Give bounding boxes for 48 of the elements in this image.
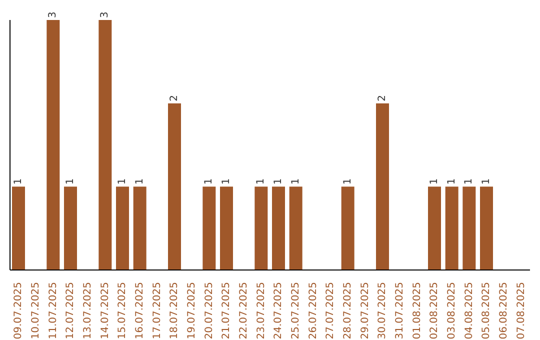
data-label: 2: [377, 94, 388, 102]
x-tick-label: 29.07.2025: [360, 282, 371, 340]
data-label: 3: [48, 12, 59, 18]
x-tick-label: 01.08.2025: [412, 282, 423, 340]
x-tick-label: 27.07.2025: [325, 282, 336, 340]
x-tick-label: 05.08.2025: [481, 282, 492, 340]
x-tick-label: 28.07.2025: [342, 282, 354, 340]
x-tick-label: 14.07.2025: [100, 282, 111, 340]
x-tick-label: 09.07.2025: [13, 282, 24, 340]
x-tick-label: 30.07.2025: [377, 282, 388, 340]
data-label: 1: [290, 178, 302, 185]
data-label: 1: [65, 178, 76, 185]
data-label: 1: [204, 178, 215, 185]
x-tick-label: 04.08.2025: [464, 282, 475, 340]
data-label: 1: [134, 178, 146, 185]
data-label: 1: [273, 178, 284, 185]
x-tick-label: 11.07.2025: [48, 282, 59, 340]
data-label: 2: [169, 94, 180, 102]
x-tick-label: 03.08.2025: [446, 282, 458, 340]
data-label: 1: [464, 178, 475, 185]
x-tick-label: 21.07.2025: [221, 282, 232, 340]
data-label: 1: [342, 178, 354, 185]
x-tick-label: 25.07.2025: [290, 282, 302, 340]
x-tick-label: 26.07.2025: [308, 282, 319, 340]
data-label: 3: [100, 12, 111, 18]
data-label: 1: [221, 178, 232, 185]
x-tick-label: 24.07.2025: [273, 282, 284, 340]
x-tick-label: 07.08.2025: [516, 282, 527, 340]
x-tick-label: 10.07.2025: [30, 282, 42, 340]
data-label: 1: [429, 178, 440, 185]
data-label: 1: [13, 178, 24, 185]
data-label: 1: [117, 178, 128, 185]
x-tick-label: 13.07.2025: [82, 282, 94, 340]
x-tick-label: 22.07.2025: [238, 282, 250, 340]
x-tick-label: 12.07.2025: [65, 282, 76, 340]
x-tick-label: 31.07.2025: [394, 282, 406, 340]
x-tick-label: 18.07.2025: [169, 282, 180, 340]
x-tick-label: 23.07.2025: [256, 282, 267, 340]
x-tick-label: 15.07.2025: [117, 282, 128, 340]
x-tick-label: 02.08.2025: [429, 282, 440, 340]
data-label: 1: [446, 178, 458, 185]
x-tick-label: 17.07.2025: [152, 282, 163, 340]
x-tick-label: 19.07.2025: [186, 282, 198, 340]
data-label: 1: [481, 178, 492, 185]
x-tick-label: 20.07.2025: [204, 282, 215, 340]
data-label: 1: [256, 178, 267, 185]
x-tick-label: 06.08.2025: [498, 282, 510, 340]
x-tick-label: 16.07.2025: [134, 282, 146, 340]
